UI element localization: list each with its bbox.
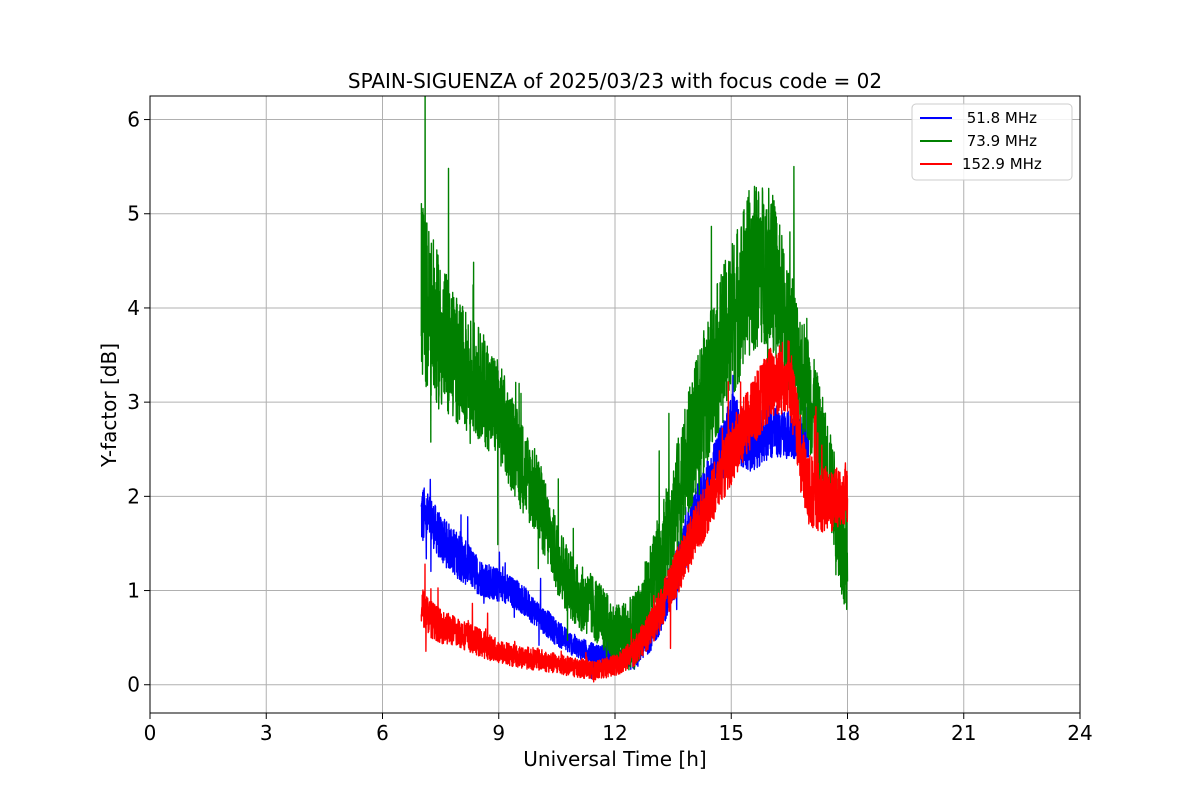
legend-label-51-8: 51.8 MHz bbox=[962, 109, 1037, 127]
x-tick-label: 0 bbox=[144, 721, 157, 745]
legend-label-152-9: 152.9 MHz bbox=[962, 155, 1042, 173]
x-tick-label: 9 bbox=[492, 721, 505, 745]
x-tick-label: 21 bbox=[951, 721, 976, 745]
x-axis-label: Universal Time [h] bbox=[523, 747, 706, 771]
legend: 51.8 MHz 73.9 MHz 152.9 MHz bbox=[911, 103, 1073, 181]
y-tick-label: 3 bbox=[127, 390, 140, 414]
y-tick-label: 1 bbox=[127, 579, 140, 603]
x-tick-label: 24 bbox=[1067, 721, 1092, 745]
x-tick-label: 6 bbox=[376, 721, 389, 745]
series-line-152-9-mhz bbox=[420, 340, 849, 683]
x-tick-label: 12 bbox=[602, 721, 627, 745]
y-tick-label: 5 bbox=[127, 202, 140, 226]
y-tick-label: 4 bbox=[127, 296, 140, 320]
y-tick-label: 2 bbox=[127, 484, 140, 508]
x-tick-label: 3 bbox=[260, 721, 273, 745]
y-axis-label: Y-factor [dB] bbox=[97, 343, 121, 468]
series-line-73-9-mhz bbox=[420, 96, 849, 671]
chart-title: SPAIN-SIGUENZA of 2025/03/23 with focus … bbox=[348, 69, 882, 93]
x-tick-label: 15 bbox=[719, 721, 744, 745]
series-layer bbox=[420, 96, 849, 683]
y-tick-label: 6 bbox=[127, 108, 140, 132]
legend-box bbox=[911, 103, 1073, 181]
y-tick-label: 0 bbox=[127, 673, 140, 697]
x-tick-label: 18 bbox=[835, 721, 860, 745]
legend-label-73-9: 73.9 MHz bbox=[962, 132, 1037, 150]
